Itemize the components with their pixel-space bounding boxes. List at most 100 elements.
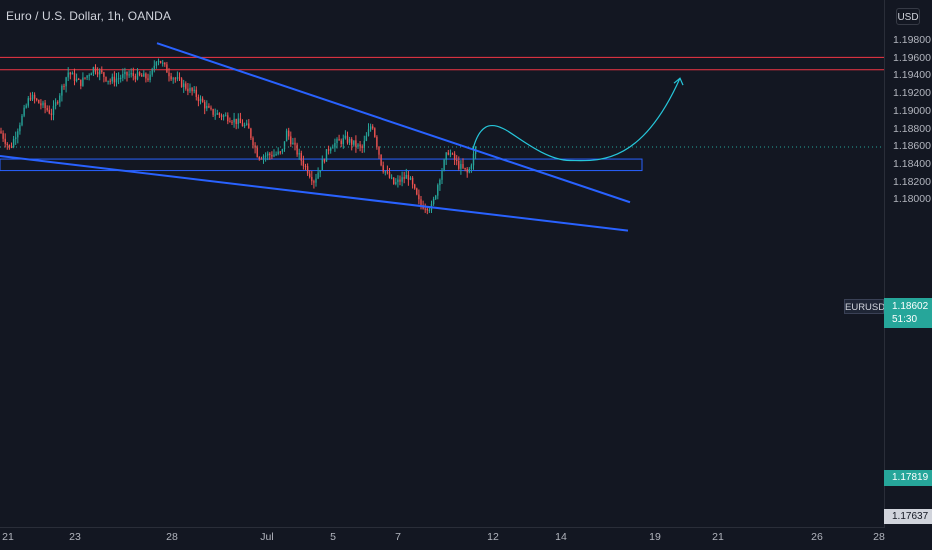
- candle-body: [122, 74, 124, 78]
- bottom-price-tag: 1.17637: [884, 509, 932, 524]
- projection: [472, 77, 684, 162]
- candle-body: [258, 157, 260, 159]
- candle-body: [0, 131, 2, 134]
- candle-body: [75, 78, 78, 81]
- price-tick-label: 1.19400: [893, 69, 931, 82]
- candle-body: [269, 153, 271, 156]
- candle-body: [141, 75, 143, 77]
- candle-body: [130, 73, 132, 75]
- candle-body: [206, 106, 208, 109]
- candle-body: [313, 181, 315, 183]
- candle-body: [210, 107, 212, 110]
- candle-body: [296, 144, 298, 155]
- candle-body: [157, 60, 160, 63]
- candle-body: [395, 182, 397, 185]
- candle-body: [162, 62, 164, 64]
- candle-body: [451, 153, 454, 155]
- candle-body: [38, 100, 40, 104]
- price-axis-divider: [884, 0, 885, 528]
- candle-body: [218, 113, 221, 116]
- price-tick-label: 1.19600: [893, 51, 931, 64]
- candle-body: [357, 144, 359, 147]
- candle-body: [164, 62, 166, 65]
- candle-body: [21, 115, 23, 126]
- candle-body: [197, 96, 200, 102]
- resistance-lines: [0, 56, 884, 148]
- candle-body: [340, 140, 342, 145]
- candle-body: [50, 113, 53, 115]
- candle-body: [252, 137, 254, 146]
- candle-body: [109, 80, 111, 82]
- candle-body: [180, 78, 183, 87]
- candle-body: [201, 98, 204, 103]
- price-tick-label: 1.18000: [893, 193, 931, 206]
- candle-body: [426, 208, 428, 211]
- currency-button[interactable]: USD: [896, 8, 920, 25]
- candle-body: [290, 136, 292, 145]
- candle-body: [250, 128, 252, 138]
- candle-body: [136, 72, 139, 80]
- candle-body: [403, 177, 405, 179]
- candle-body: [82, 77, 84, 86]
- candle-body: [445, 152, 447, 160]
- candle-body: [248, 123, 250, 129]
- candle-body: [462, 164, 464, 168]
- price-tick-label: 1.18400: [893, 157, 931, 170]
- candle-body: [424, 208, 426, 210]
- time-tick-label: 19: [649, 531, 661, 543]
- candle-body: [418, 194, 420, 200]
- candle-body: [46, 108, 48, 111]
- candle-body: [233, 118, 235, 123]
- candle-body: [126, 71, 128, 76]
- candle-body: [432, 198, 435, 205]
- candle-body: [84, 77, 86, 79]
- candle-body: [48, 110, 50, 114]
- candle-body: [101, 70, 103, 73]
- candle-body: [4, 138, 6, 144]
- candle-body: [52, 105, 55, 115]
- candle-body: [361, 146, 363, 148]
- candle-body: [2, 133, 4, 139]
- candle-body: [31, 94, 34, 100]
- zone-boxes: [0, 158, 643, 172]
- candle-body: [309, 173, 311, 178]
- candle-body: [208, 106, 210, 108]
- candle-body: [468, 168, 470, 173]
- candle-body: [229, 121, 231, 123]
- candle-body: [147, 78, 149, 80]
- candle-body: [346, 135, 349, 143]
- candle-body: [128, 74, 130, 76]
- candle-body: [80, 79, 82, 86]
- candle-body: [195, 89, 197, 97]
- time-tick-label: 12: [487, 531, 499, 543]
- candle-body: [124, 71, 126, 75]
- candle-body: [65, 77, 67, 87]
- candle-body: [311, 177, 313, 182]
- candle-body: [193, 89, 195, 92]
- price-tick-label: 1.18200: [893, 175, 931, 188]
- candle-body: [151, 68, 153, 75]
- candle-body: [149, 74, 151, 80]
- candle-body: [6, 143, 8, 145]
- candle-body: [61, 85, 63, 96]
- candle-body: [94, 67, 97, 72]
- candle-body: [411, 177, 414, 185]
- candle-body: [327, 149, 330, 151]
- last-price-tag: 1.18602 51:30: [884, 298, 932, 328]
- time-tick-label: Jul: [260, 531, 274, 543]
- candle-body: [235, 118, 237, 124]
- candle-body: [437, 185, 439, 196]
- candle-body: [323, 159, 326, 162]
- candle-body: [283, 141, 286, 150]
- candle-body: [241, 123, 244, 127]
- candle-body: [336, 139, 338, 144]
- time-tick-label: 7: [395, 531, 401, 543]
- candle-body: [73, 73, 76, 81]
- candle-body: [189, 87, 191, 92]
- candle-body: [222, 115, 225, 117]
- candle-body: [342, 138, 344, 145]
- candle-body: [36, 98, 38, 101]
- candle-body: [138, 72, 141, 76]
- candle-body: [365, 135, 368, 141]
